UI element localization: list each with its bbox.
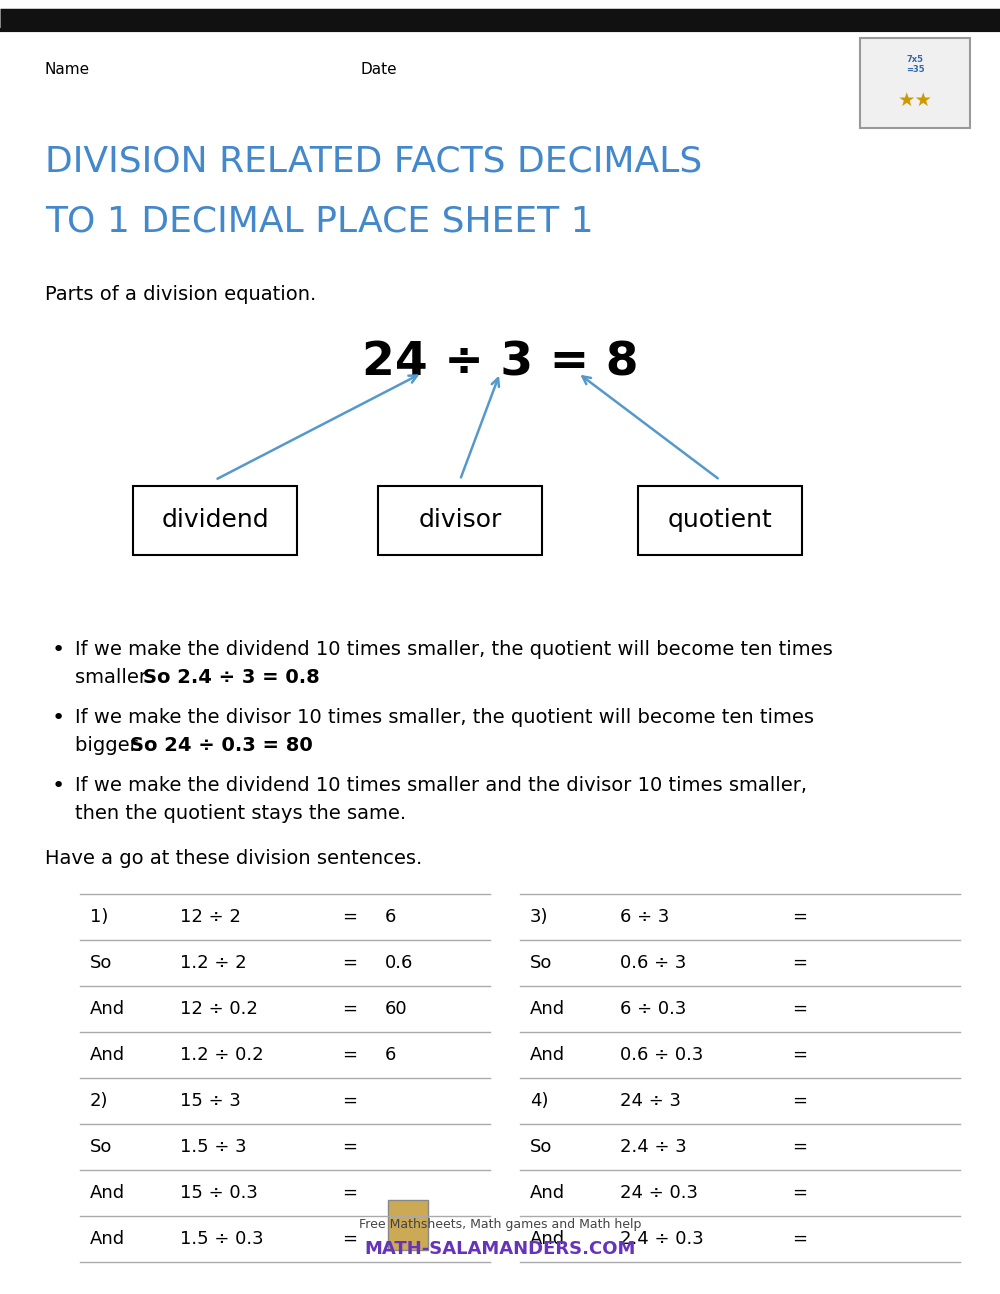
Text: Free Mathsheets, Math games and Math help: Free Mathsheets, Math games and Math hel… xyxy=(359,1218,641,1231)
Text: quotient: quotient xyxy=(668,509,772,532)
Text: 2.4 ÷ 0.3: 2.4 ÷ 0.3 xyxy=(620,1231,704,1247)
Text: Name: Name xyxy=(45,62,90,78)
Text: 12 ÷ 2: 12 ÷ 2 xyxy=(180,908,241,927)
Text: smaller.: smaller. xyxy=(75,668,158,687)
Text: =: = xyxy=(342,908,358,927)
Text: Parts of a division equation.: Parts of a division equation. xyxy=(45,285,316,304)
Text: =: = xyxy=(342,1231,358,1247)
Text: 1): 1) xyxy=(90,908,108,927)
Text: =: = xyxy=(792,1000,808,1018)
Text: And: And xyxy=(530,1184,565,1202)
Text: Have a go at these division sentences.: Have a go at these division sentences. xyxy=(45,849,422,868)
Text: So: So xyxy=(90,1137,112,1156)
Text: 24 ÷ 0.3: 24 ÷ 0.3 xyxy=(620,1184,698,1202)
Text: 60: 60 xyxy=(385,1000,408,1018)
Text: 0.6: 0.6 xyxy=(385,954,413,972)
Text: 6 ÷ 3: 6 ÷ 3 xyxy=(620,908,669,927)
Text: =: = xyxy=(342,1000,358,1018)
Text: 3): 3) xyxy=(530,908,548,927)
Text: 4): 4) xyxy=(530,1092,548,1110)
Text: =: = xyxy=(342,1046,358,1064)
Text: So 24 ÷ 0.3 = 80: So 24 ÷ 0.3 = 80 xyxy=(130,736,313,754)
Text: And: And xyxy=(530,1046,565,1064)
Text: 24 ÷ 3 = 8: 24 ÷ 3 = 8 xyxy=(362,340,638,386)
Text: And: And xyxy=(90,1184,125,1202)
Text: =: = xyxy=(792,1137,808,1156)
Text: 24 ÷ 3: 24 ÷ 3 xyxy=(620,1092,681,1110)
Text: =: = xyxy=(792,1092,808,1110)
Text: 1.5 ÷ 0.3: 1.5 ÷ 0.3 xyxy=(180,1231,264,1247)
Text: And: And xyxy=(90,1231,125,1247)
Text: So: So xyxy=(90,954,112,972)
Text: So: So xyxy=(530,954,552,972)
Text: ★★: ★★ xyxy=(898,91,932,110)
Text: =: = xyxy=(792,1184,808,1202)
Text: If we make the dividend 10 times smaller and the divisor 10 times smaller,: If we make the dividend 10 times smaller… xyxy=(75,776,807,795)
Text: •: • xyxy=(52,641,65,660)
Text: =: = xyxy=(792,954,808,972)
Text: 6: 6 xyxy=(385,1046,396,1064)
Text: •: • xyxy=(52,708,65,729)
Text: 1.5 ÷ 3: 1.5 ÷ 3 xyxy=(180,1137,247,1156)
Text: And: And xyxy=(90,1000,125,1018)
Text: 2.4 ÷ 3: 2.4 ÷ 3 xyxy=(620,1137,687,1156)
Text: MATH-SALAMANDERS.COM: MATH-SALAMANDERS.COM xyxy=(364,1240,636,1258)
Text: then the quotient stays the same.: then the quotient stays the same. xyxy=(75,804,406,823)
FancyBboxPatch shape xyxy=(860,38,970,128)
Text: 1.2 ÷ 2: 1.2 ÷ 2 xyxy=(180,954,247,972)
Text: =: = xyxy=(342,954,358,972)
Text: 0.6 ÷ 0.3: 0.6 ÷ 0.3 xyxy=(620,1046,703,1064)
Text: If we make the dividend 10 times smaller, the quotient will become ten times: If we make the dividend 10 times smaller… xyxy=(75,641,833,659)
Text: =: = xyxy=(792,1046,808,1064)
FancyBboxPatch shape xyxy=(378,485,542,555)
Text: And: And xyxy=(530,1231,565,1247)
Text: Date: Date xyxy=(360,62,397,78)
Text: 0.6 ÷ 3: 0.6 ÷ 3 xyxy=(620,954,686,972)
Text: 15 ÷ 0.3: 15 ÷ 0.3 xyxy=(180,1184,258,1202)
Text: 15 ÷ 3: 15 ÷ 3 xyxy=(180,1092,241,1110)
Text: 12 ÷ 0.2: 12 ÷ 0.2 xyxy=(180,1000,258,1018)
Text: =: = xyxy=(342,1092,358,1110)
Text: 7x5
=35: 7x5 =35 xyxy=(906,56,924,74)
Text: 1.2 ÷ 0.2: 1.2 ÷ 0.2 xyxy=(180,1046,264,1064)
Text: TO 1 DECIMAL PLACE SHEET 1: TO 1 DECIMAL PLACE SHEET 1 xyxy=(45,204,594,239)
Text: DIVISION RELATED FACTS DECIMALS: DIVISION RELATED FACTS DECIMALS xyxy=(45,145,702,179)
Text: =: = xyxy=(342,1137,358,1156)
FancyBboxPatch shape xyxy=(388,1200,428,1250)
Text: =: = xyxy=(792,1231,808,1247)
Text: So: So xyxy=(530,1137,552,1156)
Text: 6 ÷ 0.3: 6 ÷ 0.3 xyxy=(620,1000,686,1018)
FancyBboxPatch shape xyxy=(133,485,297,555)
Text: 2): 2) xyxy=(90,1092,108,1110)
Text: bigger.: bigger. xyxy=(75,736,148,754)
Text: And: And xyxy=(530,1000,565,1018)
Text: divisor: divisor xyxy=(418,509,502,532)
Text: And: And xyxy=(90,1046,125,1064)
Text: dividend: dividend xyxy=(161,509,269,532)
Text: So 2.4 ÷ 3 = 0.8: So 2.4 ÷ 3 = 0.8 xyxy=(143,668,320,687)
Text: =: = xyxy=(342,1184,358,1202)
FancyBboxPatch shape xyxy=(638,485,802,555)
Text: If we make the divisor 10 times smaller, the quotient will become ten times: If we make the divisor 10 times smaller,… xyxy=(75,708,814,727)
Text: =: = xyxy=(792,908,808,927)
Text: •: • xyxy=(52,776,65,796)
Text: 6: 6 xyxy=(385,908,396,927)
